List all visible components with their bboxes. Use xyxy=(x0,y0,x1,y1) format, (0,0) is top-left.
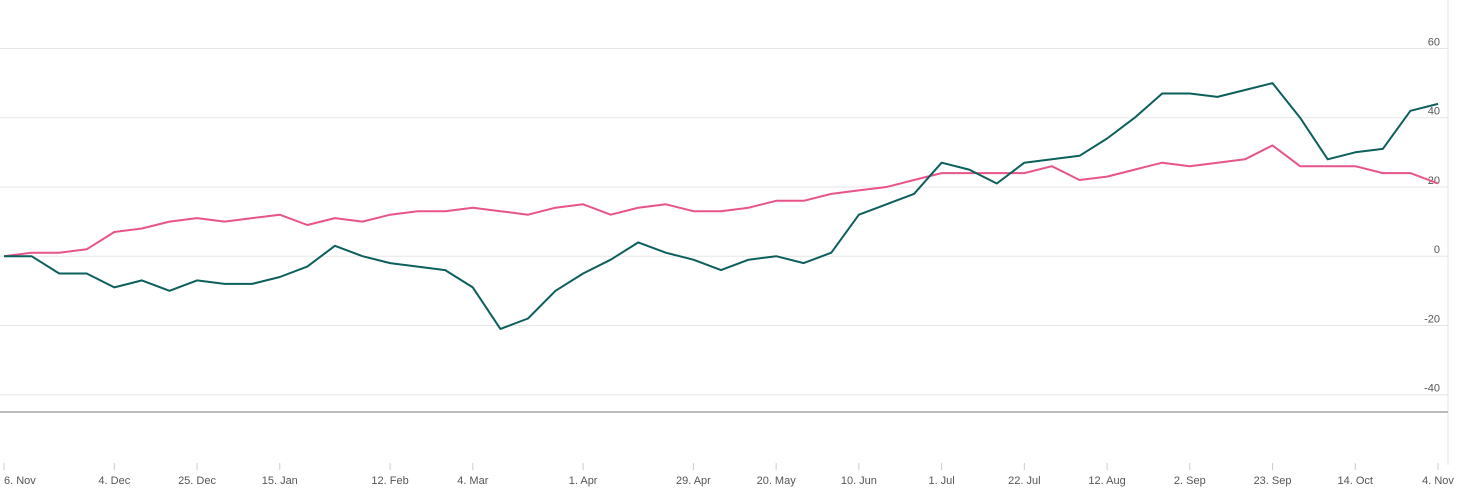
x-tick-label: 2. Sep xyxy=(1174,475,1206,487)
x-tick-label: 29. Apr xyxy=(676,475,711,487)
x-tick-label: 1. Jul xyxy=(928,475,954,487)
x-tick-label: 1. Apr xyxy=(569,475,598,487)
y-tick-label: 0 xyxy=(1434,244,1440,256)
x-tick-label: 20. May xyxy=(757,475,797,487)
series-line xyxy=(3,144,1439,258)
series-line xyxy=(4,82,1439,330)
x-tick-label: 25. Dec xyxy=(178,475,216,487)
x-tick-label: 4. Mar xyxy=(457,475,489,487)
x-tick-label: 12. Feb xyxy=(371,475,408,487)
x-tick-label: 14. Oct xyxy=(1338,475,1373,487)
x-tick-label: 10. Jun xyxy=(841,475,877,487)
x-tick-label: 23. Sep xyxy=(1254,475,1292,487)
x-tick-label: 6. Nov xyxy=(4,475,36,487)
y-tick-label: -40 xyxy=(1424,383,1440,395)
x-tick-label: 22. Jul xyxy=(1008,475,1040,487)
x-tick-label: 12. Aug xyxy=(1088,475,1125,487)
y-tick-label: 40 xyxy=(1428,106,1440,118)
y-tick-label: 60 xyxy=(1428,36,1440,48)
x-tick-label: 15. Jan xyxy=(262,475,298,487)
x-tick-label: 4. Nov xyxy=(1422,475,1454,487)
x-tick-label: 4. Dec xyxy=(98,475,130,487)
y-tick-label: -20 xyxy=(1424,313,1440,325)
